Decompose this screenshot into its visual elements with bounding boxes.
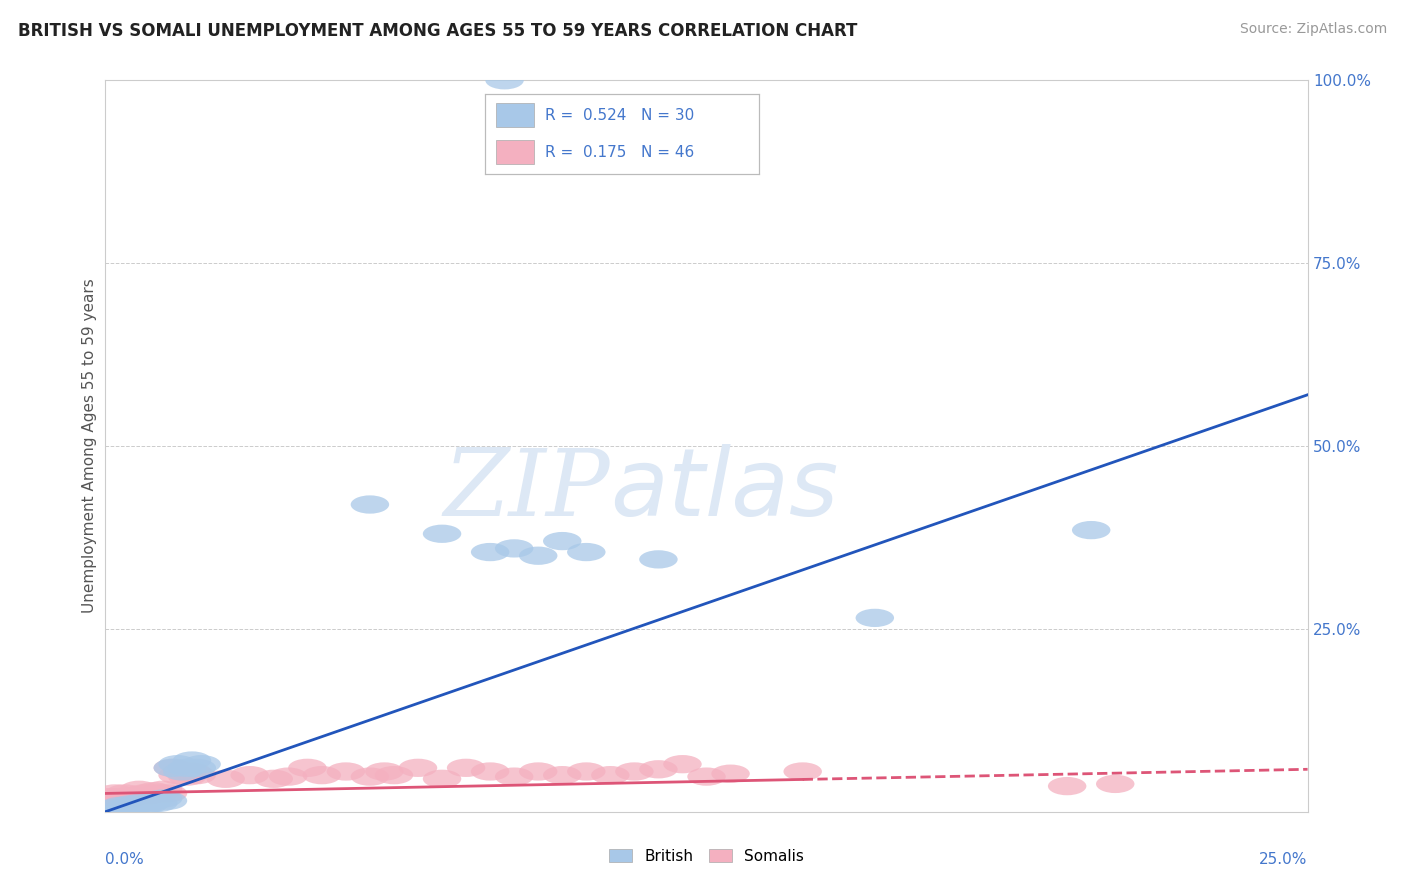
Ellipse shape [423, 770, 461, 788]
Ellipse shape [567, 763, 606, 780]
Ellipse shape [495, 540, 533, 558]
Ellipse shape [1071, 521, 1111, 540]
Ellipse shape [664, 755, 702, 773]
Ellipse shape [783, 763, 823, 780]
Ellipse shape [96, 799, 135, 817]
Ellipse shape [543, 766, 582, 784]
Text: R =  0.175   N = 46: R = 0.175 N = 46 [546, 145, 695, 160]
Ellipse shape [1047, 777, 1087, 796]
Ellipse shape [207, 770, 245, 788]
Ellipse shape [139, 794, 177, 812]
Ellipse shape [163, 763, 201, 780]
Ellipse shape [471, 763, 509, 780]
Ellipse shape [101, 788, 139, 806]
Ellipse shape [856, 608, 894, 627]
Ellipse shape [326, 763, 366, 780]
Ellipse shape [399, 759, 437, 777]
Ellipse shape [163, 763, 201, 780]
Ellipse shape [120, 794, 159, 812]
Ellipse shape [159, 755, 197, 773]
Ellipse shape [302, 766, 342, 784]
Ellipse shape [519, 547, 557, 565]
Ellipse shape [110, 796, 149, 814]
Ellipse shape [375, 766, 413, 784]
Ellipse shape [711, 764, 749, 783]
Ellipse shape [640, 550, 678, 568]
Ellipse shape [495, 767, 533, 786]
Ellipse shape [269, 767, 308, 786]
Ellipse shape [115, 787, 153, 805]
Ellipse shape [366, 763, 404, 780]
Ellipse shape [471, 543, 509, 561]
Ellipse shape [139, 784, 177, 803]
Ellipse shape [115, 797, 153, 815]
Ellipse shape [125, 784, 163, 803]
Ellipse shape [173, 751, 211, 770]
Ellipse shape [167, 767, 207, 786]
Ellipse shape [96, 784, 135, 803]
Ellipse shape [153, 759, 193, 777]
Ellipse shape [129, 787, 167, 805]
Ellipse shape [254, 770, 292, 788]
Ellipse shape [350, 767, 389, 786]
Ellipse shape [159, 766, 197, 784]
Ellipse shape [519, 763, 557, 780]
Ellipse shape [105, 784, 143, 803]
Text: 25.0%: 25.0% [1260, 852, 1308, 867]
Text: BRITISH VS SOMALI UNEMPLOYMENT AMONG AGES 55 TO 59 YEARS CORRELATION CHART: BRITISH VS SOMALI UNEMPLOYMENT AMONG AGE… [18, 22, 858, 40]
Ellipse shape [167, 759, 207, 777]
Ellipse shape [153, 759, 193, 777]
Ellipse shape [105, 799, 143, 817]
Text: 0.0%: 0.0% [105, 852, 145, 867]
Ellipse shape [616, 763, 654, 780]
Text: R =  0.524   N = 30: R = 0.524 N = 30 [546, 108, 695, 123]
Ellipse shape [591, 766, 630, 784]
Ellipse shape [149, 791, 187, 810]
Ellipse shape [350, 495, 389, 514]
Ellipse shape [110, 789, 149, 807]
Ellipse shape [177, 766, 217, 784]
Text: Source: ZipAtlas.com: Source: ZipAtlas.com [1240, 22, 1388, 37]
Y-axis label: Unemployment Among Ages 55 to 59 years: Unemployment Among Ages 55 to 59 years [82, 278, 97, 614]
Ellipse shape [135, 782, 173, 800]
Text: ZIP: ZIP [444, 445, 610, 535]
Ellipse shape [423, 524, 461, 543]
Ellipse shape [688, 767, 725, 786]
Ellipse shape [173, 763, 211, 780]
Ellipse shape [543, 532, 582, 550]
Ellipse shape [120, 780, 159, 799]
Legend: British, Somalis: British, Somalis [603, 843, 810, 870]
Ellipse shape [567, 543, 606, 561]
Ellipse shape [149, 784, 187, 803]
Ellipse shape [1097, 775, 1135, 793]
Ellipse shape [447, 759, 485, 777]
Ellipse shape [135, 791, 173, 810]
Ellipse shape [485, 71, 524, 89]
Ellipse shape [143, 789, 183, 807]
Ellipse shape [640, 760, 678, 779]
Ellipse shape [288, 759, 326, 777]
Ellipse shape [129, 796, 167, 814]
Ellipse shape [91, 788, 129, 806]
FancyBboxPatch shape [496, 140, 534, 164]
Ellipse shape [231, 766, 269, 784]
Text: atlas: atlas [610, 444, 838, 535]
Ellipse shape [177, 759, 217, 777]
Ellipse shape [143, 780, 183, 799]
Ellipse shape [183, 755, 221, 773]
Ellipse shape [101, 797, 139, 815]
FancyBboxPatch shape [496, 103, 534, 128]
Ellipse shape [125, 797, 163, 815]
